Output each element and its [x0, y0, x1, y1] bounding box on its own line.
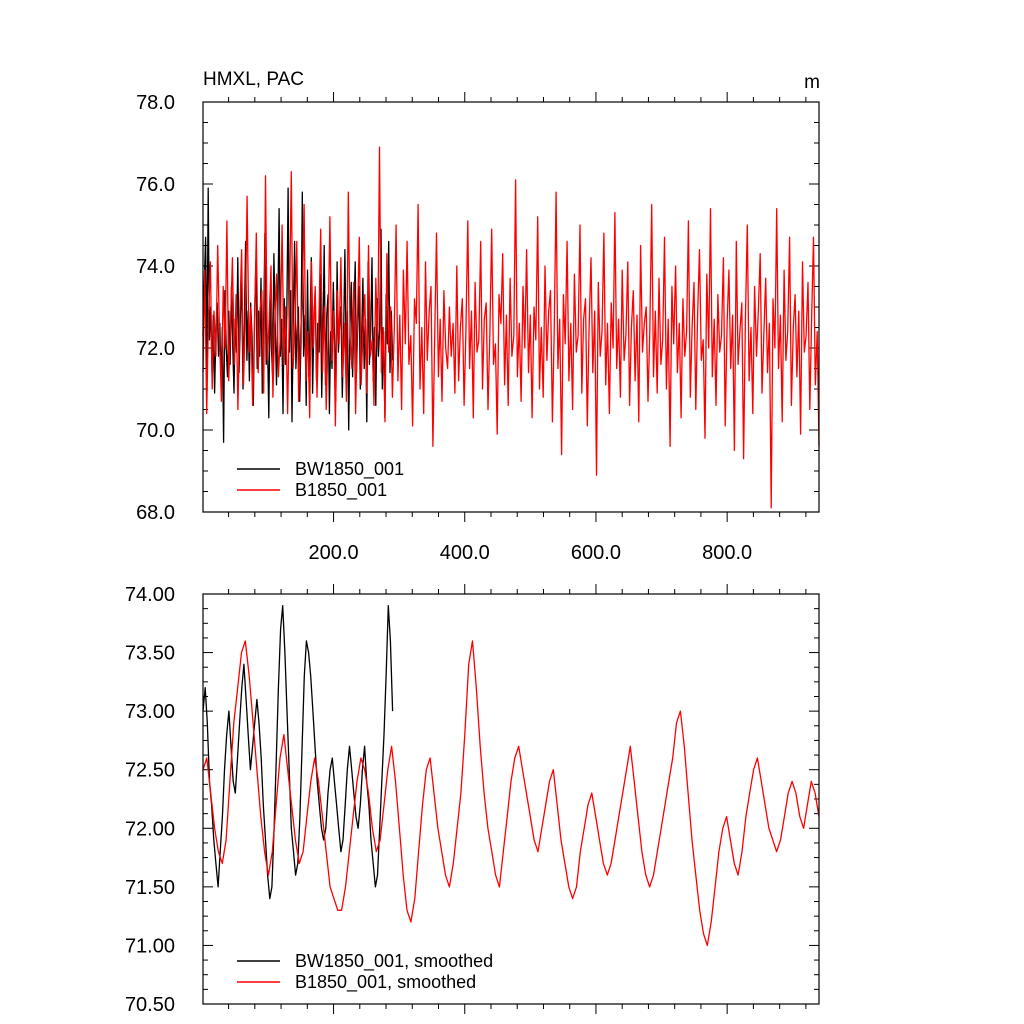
series-line-b1850-001-smoothed [202, 640, 820, 947]
top-axis-ticks: 68.0 70.0 72.0 74.0 76.0 78.0 200.0 400.0 600.0 8… [136, 92, 819, 564]
x-tick-label: 400.0 [440, 542, 490, 564]
y-tick-label: 72.00 [125, 818, 175, 840]
x-tick-label: 200.0 [309, 542, 359, 564]
legend-label-bw1850-smoothed: BW1850_001, smoothed [295, 951, 493, 972]
y-tick-label: 70.50 [125, 994, 175, 1016]
bottom-axis-ticks: 70.50 71.00 71.50 72.00 72.50 73.00 73.50 74.00 [125, 584, 819, 1016]
y-tick-label: 72.50 [125, 760, 175, 782]
series-line-b1850-001 [202, 146, 820, 509]
y-tick-label: 76.0 [136, 174, 175, 196]
chart-title: HMXL, PAC [203, 69, 304, 90]
y-tick-label: 73.00 [125, 701, 175, 723]
y-tick-label: 68.0 [136, 502, 175, 524]
top-series-lines [202, 146, 820, 509]
bottom-legend: BW1850_001, smoothed B1850_001, smoothed [237, 951, 493, 993]
legend-label-bw1850: BW1850_001 [295, 459, 404, 480]
bottom-panel: 70.50 71.00 71.50 72.00 72.50 73.00 73.50 74.00… [125, 584, 820, 1016]
y-tick-label: 73.50 [125, 643, 175, 665]
y-tick-label: 71.50 [125, 877, 175, 899]
series-line-bw1850-001-smoothed [202, 605, 394, 900]
x-tick-label: 800.0 [702, 542, 752, 564]
top-panel: HMXL, PAC m 68.0 70.0 72.0 74.0 76.0 78.0 200.… [136, 69, 820, 564]
units-label: m [804, 72, 820, 93]
top-plot-frame [202, 101, 820, 513]
legend-label-b1850-smoothed: B1850_001, smoothed [295, 972, 476, 993]
legend-label-b1850: B1850_001 [295, 480, 387, 501]
y-tick-label: 71.00 [125, 935, 175, 957]
y-tick-label: 78.0 [136, 92, 175, 114]
x-tick-label: 600.0 [571, 542, 621, 564]
y-tick-label: 70.0 [136, 420, 175, 442]
y-tick-label: 72.0 [136, 338, 175, 360]
y-tick-label: 74.0 [136, 256, 175, 278]
y-tick-label: 74.00 [125, 584, 175, 606]
top-legend: BW1850_001 B1850_001 [237, 459, 404, 501]
bottom-series-lines [202, 605, 820, 947]
bottom-plot-frame [202, 593, 820, 1005]
